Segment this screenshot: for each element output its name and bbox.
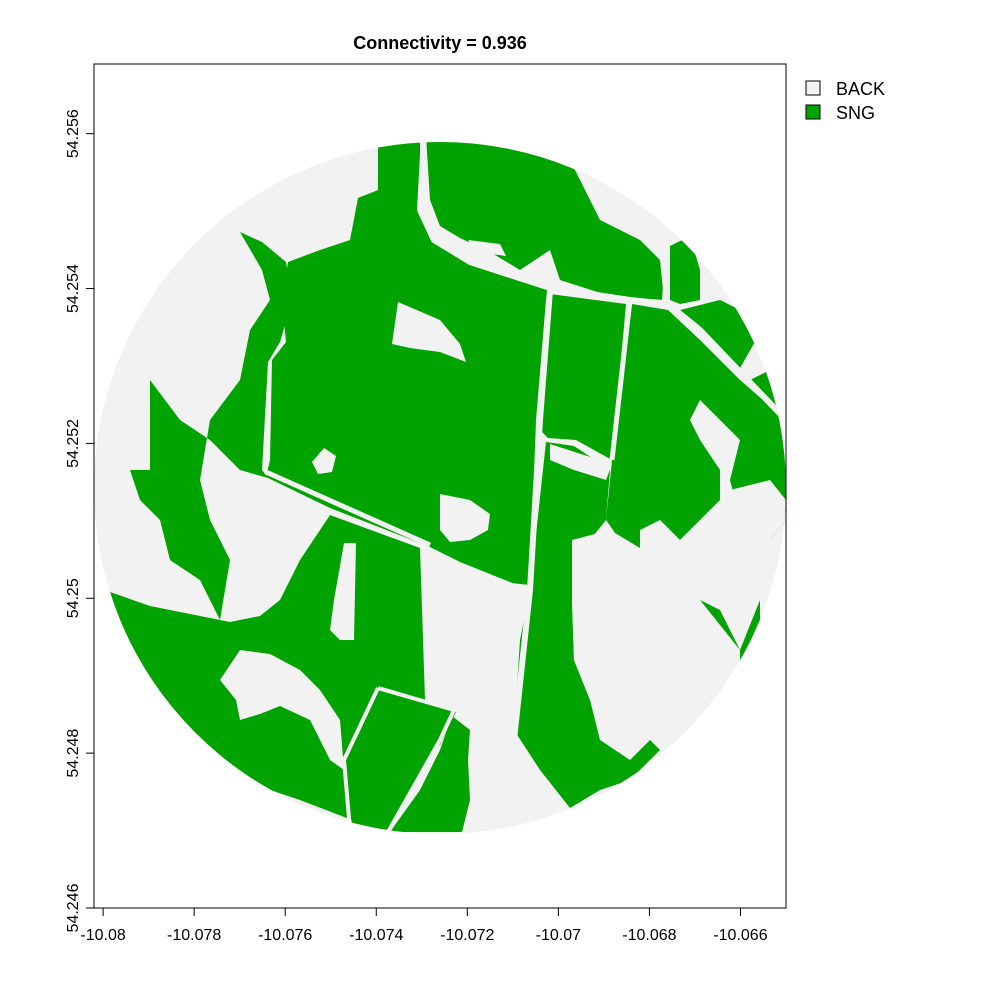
x-axis: -10.08 -10.078 -10.076 -10.074 -10.072 -10.07…	[80, 908, 768, 944]
y-tick-label: 54.246	[65, 883, 82, 932]
x-tick-label: -10.066	[713, 927, 767, 944]
back-hole-center-2	[440, 494, 490, 542]
sng-patch-northwest	[130, 232, 292, 620]
legend-swatch-sng	[805, 104, 821, 120]
x-tick-label: -10.078	[167, 927, 221, 944]
back-hole-east-3	[730, 480, 786, 540]
plot-frame	[93, 63, 787, 909]
sng-patch-south-1	[348, 690, 452, 830]
legend-swatch-back	[805, 80, 821, 96]
y-axis: 54.246 54.248 54.25 54.252 54.254 54.256	[65, 109, 94, 932]
back-patch-center	[430, 550, 520, 670]
legend-label-back: BACK	[836, 79, 885, 99]
y-tick-label: 54.25	[65, 578, 82, 618]
sng-patch-east-south	[514, 442, 660, 808]
sng-patch-west	[266, 142, 548, 585]
back-hole-east-2	[572, 530, 740, 740]
x-tick-label: -10.074	[349, 927, 403, 944]
road-strip-5	[341, 687, 380, 831]
y-tick-label: 54.254	[65, 264, 82, 313]
x-tick-label: -10.072	[440, 927, 494, 944]
legend: BACK SNG	[805, 79, 885, 123]
y-tick-label: 54.248	[65, 729, 82, 778]
road-strip-3	[609, 299, 633, 461]
sng-patch-east	[606, 304, 786, 662]
legend-label-sng: SNG	[836, 103, 875, 123]
raster-sng-layer	[110, 142, 786, 833]
y-tick-label: 54.252	[65, 419, 82, 468]
x-tick-label: -10.068	[622, 927, 676, 944]
x-tick-label: -10.07	[536, 927, 581, 944]
sng-patch-north	[426, 142, 664, 300]
x-tick-label: -10.076	[258, 927, 312, 944]
road-strip-2	[511, 289, 553, 741]
sng-patch-south-2	[390, 716, 470, 832]
road-strip-7	[662, 245, 670, 301]
y-tick-label: 54.256	[65, 109, 82, 158]
road-strip-1	[416, 142, 786, 423]
road-strip-6	[377, 686, 457, 833]
sng-patch-center-east	[540, 294, 626, 460]
back-patch-lowerleft	[220, 650, 344, 770]
back-strip-vertical-left	[330, 543, 356, 640]
x-tick-label: -10.08	[80, 927, 125, 944]
chart-title: Connectivity = 0.936	[353, 33, 527, 53]
sng-patch-northeast-1	[670, 236, 700, 304]
raster-map	[94, 142, 786, 834]
back-hole-north-2	[468, 240, 506, 256]
sng-patch-northeast-2	[680, 300, 756, 368]
road-strip-4	[264, 469, 432, 548]
back-hole-east-1	[550, 444, 612, 480]
back-hole-center	[312, 448, 336, 474]
back-hole-north	[392, 302, 466, 362]
